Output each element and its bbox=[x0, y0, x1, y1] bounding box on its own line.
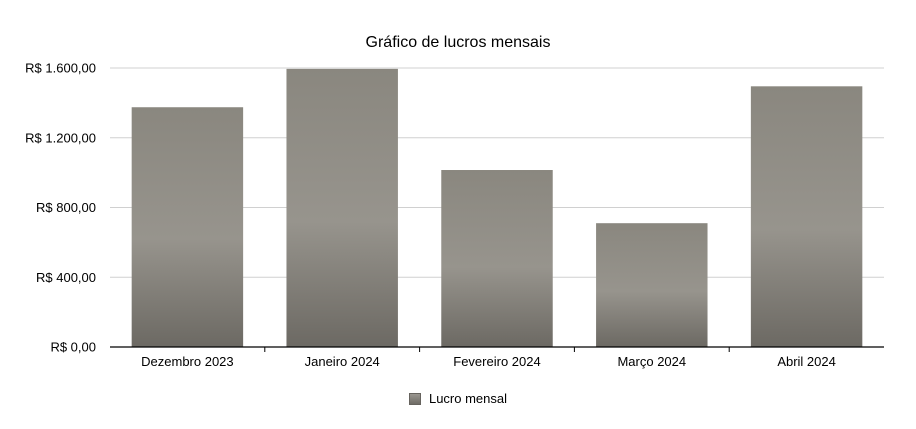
axes: R$ 0,00 R$ 400,00 R$ 800,00 R$ 1.200,00 R$ 1… bbox=[25, 61, 884, 369]
y-tick-label: R$ 1.600,00 bbox=[25, 61, 96, 76]
legend-label: Lucro mensal bbox=[428, 391, 508, 406]
x-tick-label: Abril 2024 bbox=[777, 354, 836, 369]
x-tick-label: Fevereiro 2024 bbox=[453, 354, 540, 369]
y-tick-label: R$ 1.200,00 bbox=[25, 130, 96, 145]
bars bbox=[131, 68, 863, 347]
x-tick-label: Março 2024 bbox=[617, 354, 686, 369]
x-tick-label: Dezembro 2023 bbox=[141, 354, 234, 369]
bar bbox=[750, 86, 863, 347]
bar bbox=[596, 223, 708, 347]
bar bbox=[131, 107, 244, 347]
chart-title: Gráfico de lucros mensais bbox=[365, 34, 551, 51]
y-tick-label: R$ 0,00 bbox=[50, 340, 96, 355]
bar bbox=[286, 68, 398, 347]
legend: Lucro mensal bbox=[0, 391, 916, 406]
y-tick-label: R$ 800,00 bbox=[36, 200, 96, 215]
y-tick-label: R$ 400,00 bbox=[36, 270, 96, 285]
legend-swatch bbox=[408, 392, 421, 405]
x-tick-label: Janeiro 2024 bbox=[305, 354, 380, 369]
bar bbox=[441, 170, 553, 347]
